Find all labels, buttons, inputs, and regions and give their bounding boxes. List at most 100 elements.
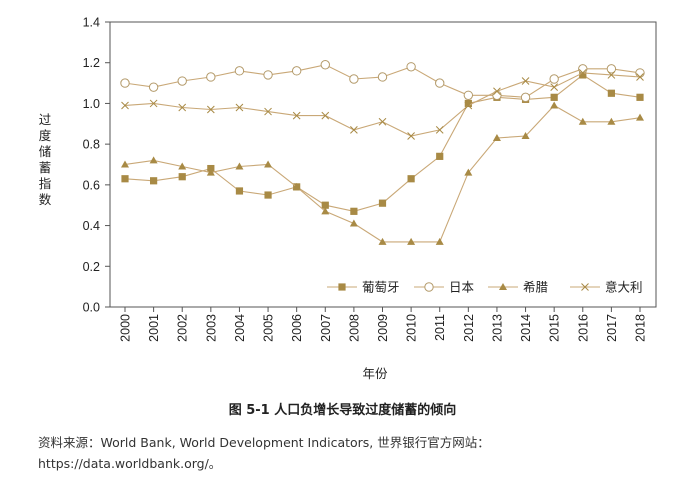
x-tick-label: 2005 [262, 314, 276, 342]
series-line-2 [124, 104, 641, 243]
data-point [264, 160, 273, 168]
data-point [206, 72, 216, 82]
data-point [292, 111, 301, 120]
data-point [235, 187, 244, 195]
data-point [549, 74, 559, 84]
data-point [407, 237, 416, 245]
data-point [636, 73, 644, 81]
x-tick-label: 2010 [405, 314, 419, 342]
x-tick-label: 2007 [319, 314, 333, 342]
data-point [578, 69, 587, 77]
y-tick-label: 0.6 [83, 178, 100, 192]
x-tick-label: 2003 [204, 314, 218, 342]
data-point [263, 70, 273, 80]
data-point [292, 182, 301, 190]
data-point [636, 113, 644, 121]
data-point [177, 76, 187, 86]
data-point [207, 164, 215, 173]
data-point [520, 92, 531, 103]
data-point [407, 132, 415, 140]
data-point [121, 175, 129, 183]
x-tick-label: 2013 [490, 314, 504, 342]
legend-label: 葡萄牙 [362, 280, 400, 295]
data-point [235, 162, 244, 170]
source-note: 资料来源：World Bank, World Development Indic… [38, 435, 490, 471]
data-point [206, 168, 215, 176]
data-point [350, 126, 358, 134]
data-point [606, 64, 617, 74]
data-point [264, 107, 272, 116]
data-point [178, 162, 187, 170]
y-tick-label: 0.2 [83, 260, 100, 274]
data-point [206, 105, 215, 114]
series-line-0 [124, 74, 641, 212]
y-axis-label-char: 蓄 [39, 160, 52, 175]
x-tick-label: 2016 [576, 314, 590, 342]
y-axis: 0.0 0.2 0.4 0.6 0.8 1.0 1.2 1.4 [83, 16, 110, 315]
y-tick-label: 0.0 [83, 301, 100, 315]
data-point [435, 126, 444, 134]
data-point [464, 168, 473, 176]
legend-marker [499, 283, 507, 290]
x-tick-label: 2015 [548, 314, 562, 342]
data-point [178, 173, 186, 181]
legend-marker [424, 282, 434, 292]
data-point [349, 74, 359, 84]
series-line-3 [124, 72, 641, 137]
data-point [493, 87, 501, 96]
legend-marker [581, 283, 589, 291]
data-point [349, 219, 358, 227]
legend-marker [338, 283, 346, 291]
legend-label: 希腊 [523, 280, 549, 295]
data-point [407, 175, 415, 183]
y-tick-label: 0.4 [83, 219, 100, 233]
x-tick-label: 2008 [347, 314, 361, 342]
x-axis: 2000 2001 2002 2003 2004 2005 2006 2007 2008 2009… [119, 307, 648, 342]
data-point [492, 134, 501, 142]
data-point [464, 99, 472, 108]
data-point [435, 237, 444, 245]
y-tick-label: 1.4 [83, 16, 100, 30]
y-axis-label-char: 过 [39, 112, 52, 127]
data-point [320, 60, 330, 70]
data-point [321, 201, 329, 209]
data-point [550, 83, 559, 91]
data-point [550, 101, 559, 109]
data-point [178, 103, 187, 112]
data-point [436, 152, 444, 160]
data-point [521, 132, 530, 139]
plot-frame [109, 21, 657, 308]
data-point [607, 117, 616, 125]
data-point [521, 77, 530, 85]
data-point [121, 160, 129, 168]
x-tick-label: 2001 [147, 314, 161, 342]
data-point [435, 78, 445, 88]
series-group [120, 60, 645, 245]
data-point [234, 66, 245, 76]
data-point [148, 82, 159, 92]
data-point [149, 156, 158, 164]
data-point [463, 90, 474, 100]
legend-label: 意大利 [605, 280, 643, 295]
data-point [635, 68, 645, 78]
data-point [464, 101, 473, 110]
data-point [120, 78, 130, 88]
x-tick-label: 2018 [634, 314, 648, 342]
data-point [377, 72, 388, 82]
y-axis-label-char: 储 [39, 144, 52, 159]
data-point [235, 103, 244, 112]
data-point [378, 237, 387, 245]
x-axis-label: 年份 [362, 366, 388, 381]
data-point [378, 117, 387, 126]
data-point [321, 207, 330, 215]
y-tick-label: 1.0 [83, 97, 100, 111]
x-tick-label: 2009 [376, 314, 390, 342]
data-point [578, 117, 587, 125]
data-point [607, 89, 615, 97]
legend-label: 日本 [449, 280, 475, 295]
data-point [579, 71, 587, 79]
data-point [578, 64, 588, 74]
data-point [406, 62, 416, 72]
x-tick-label: 2002 [176, 314, 190, 342]
